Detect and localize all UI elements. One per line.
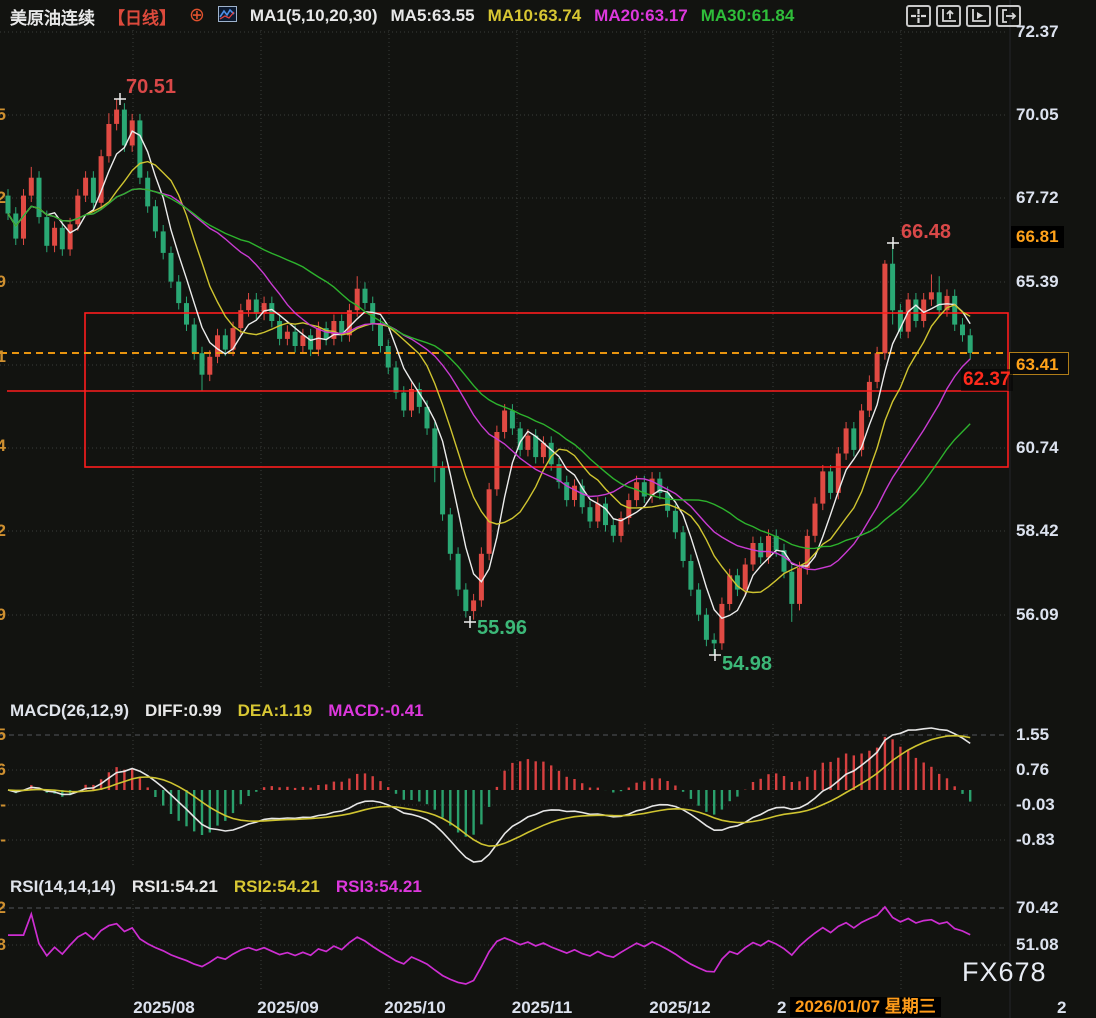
price-annotation: 54.98 xyxy=(722,653,773,675)
left-axis-fragment: 51.08 xyxy=(0,935,6,954)
chart-toolbar xyxy=(906,5,1021,27)
left-axis-fragment: 1.55 xyxy=(0,725,6,744)
add-indicator-icon[interactable]: ⊕ xyxy=(189,5,205,26)
rsi-axis-tick: 70.42 xyxy=(1016,898,1059,917)
candlestick-mini-icon xyxy=(217,5,237,27)
left-axis-fragment: 67.72 xyxy=(0,188,6,207)
left-axis-fragment: 56.09 xyxy=(0,605,6,624)
timeframe-label[interactable]: 【日线】 xyxy=(108,8,176,28)
left-axis-fragment: 70.42 xyxy=(0,898,6,917)
left-axis-fragment: 60.74 xyxy=(0,436,6,455)
left-axis-fragment: 0.76 xyxy=(0,760,6,779)
price-annotation: 66.48 xyxy=(901,221,952,243)
left-axis-fragment: 65.39 xyxy=(0,272,6,291)
ma10-value: MA10:63.74 xyxy=(487,6,582,25)
price-annotation: 55.96 xyxy=(477,617,528,639)
rsi3-value: RSI3:54.21 xyxy=(335,877,422,896)
left-axis-fragment: 63.41 xyxy=(0,347,6,366)
macd-axis-tick: -0.83 xyxy=(1016,830,1055,849)
rsi2-value: RSI2:54.21 xyxy=(233,877,320,896)
main-axis-tick: 58.42 xyxy=(1016,521,1059,540)
rsi-axis-tick: 51.08 xyxy=(1016,935,1059,954)
crosshair-move-icon[interactable] xyxy=(906,5,931,27)
axis-scale-icon[interactable] xyxy=(936,5,961,27)
left-axis-fragment: 70.05 xyxy=(0,105,6,124)
time-axis-month: 2025/11 xyxy=(511,998,573,1017)
rsi-panel-header: RSI(14,14,14) RSI1:54.21 RSI2:54.21 RSI3… xyxy=(10,877,422,897)
macd-value: MACD:-0.41 xyxy=(328,701,424,720)
rsi1-value: RSI1:54.21 xyxy=(131,877,218,896)
macd-axis-tick: 1.55 xyxy=(1016,725,1050,744)
price-annotation: 70.51 xyxy=(126,76,177,98)
left-axis-fragment: -0.03 xyxy=(0,795,6,814)
time-axis-month: 2025/12 xyxy=(649,998,711,1017)
exit-right-icon[interactable] xyxy=(996,5,1021,27)
ma30-value: MA30:61.84 xyxy=(700,6,795,25)
macd-axis-tick: 0.76 xyxy=(1016,760,1050,779)
time-axis-month: 2025/10 xyxy=(384,998,446,1017)
current-price-box: 63.41 xyxy=(1009,352,1069,375)
left-axis-fragment: 58.42 xyxy=(0,521,6,540)
fx678-watermark: FX678 xyxy=(962,957,1047,987)
time-axis-month: 2025/08 xyxy=(133,998,195,1017)
time-axis-month: 2025/09 xyxy=(257,998,319,1017)
time-axis-partial-left: 2 xyxy=(777,998,787,1017)
main-axis-tick: 56.09 xyxy=(1016,605,1059,624)
macd-title: MACD(26,12,9) xyxy=(10,701,130,720)
macd-diff-value: DIFF:0.99 xyxy=(145,701,222,720)
settlement-price-label: 66.81 xyxy=(1011,226,1064,248)
macd-axis-tick: -0.03 xyxy=(1016,795,1055,814)
axis-play-icon[interactable] xyxy=(966,5,991,27)
alert-price-label: 62.37 xyxy=(961,369,1013,391)
main-axis-tick: 72.37 xyxy=(1016,22,1059,41)
main-axis-tick: 60.74 xyxy=(1016,438,1059,457)
rsi-title: RSI(14,14,14) xyxy=(10,877,116,896)
ma5-value: MA5:63.55 xyxy=(390,6,475,25)
selected-date-box: 2026/01/07 星期三 xyxy=(790,997,941,1017)
chart-header: 美原油连续 【日线】 ⊕ MA1(5,10,20,30) MA5:63.55 M… xyxy=(10,4,794,28)
macd-panel-header: MACD(26,12,9) DIFF:0.99 DEA:1.19 MACD:-0… xyxy=(10,701,424,721)
ma20-value: MA20:63.17 xyxy=(594,6,688,25)
macd-dea-value: DEA:1.19 xyxy=(237,701,313,720)
main-axis-tick: 65.39 xyxy=(1016,272,1059,291)
time-axis-partial-right: 2 xyxy=(1057,998,1067,1017)
left-axis-fragment: -0.83 xyxy=(0,830,6,849)
main-axis-tick: 70.05 xyxy=(1016,105,1059,124)
main-axis-tick: 67.72 xyxy=(1016,188,1059,207)
ma-group-label: MA1(5,10,20,30) xyxy=(249,6,378,25)
symbol-name: 美原油连续 xyxy=(10,8,95,28)
